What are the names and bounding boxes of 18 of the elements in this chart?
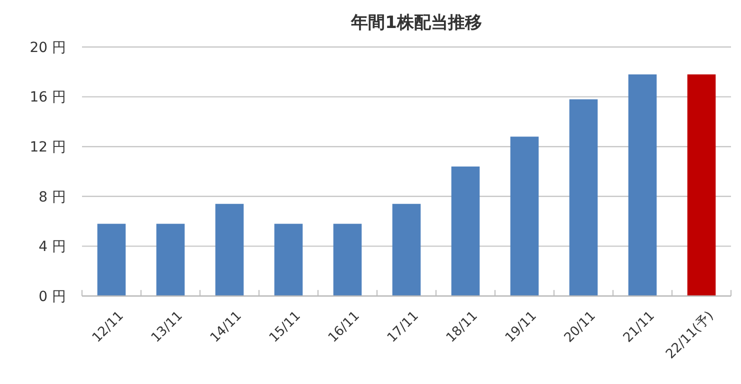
chart-title: 年間1株配当推移 <box>350 13 482 33</box>
y-tick-label: 12 円 <box>30 140 66 156</box>
bar <box>569 99 598 296</box>
bar <box>510 136 539 296</box>
y-tick-label: 8 円 <box>38 189 66 206</box>
bar <box>274 224 303 296</box>
bar <box>97 224 126 296</box>
y-tick-label: 20 円 <box>30 40 66 56</box>
bar <box>215 204 244 296</box>
bar <box>451 166 480 296</box>
y-tick-label: 0 円 <box>38 288 66 305</box>
bar <box>333 224 362 296</box>
bar <box>156 224 185 296</box>
bar <box>687 74 716 296</box>
bar <box>628 74 657 296</box>
bar <box>392 204 421 296</box>
y-tick-label: 4 円 <box>38 239 66 256</box>
y-tick-label: 16 円 <box>30 90 66 106</box>
